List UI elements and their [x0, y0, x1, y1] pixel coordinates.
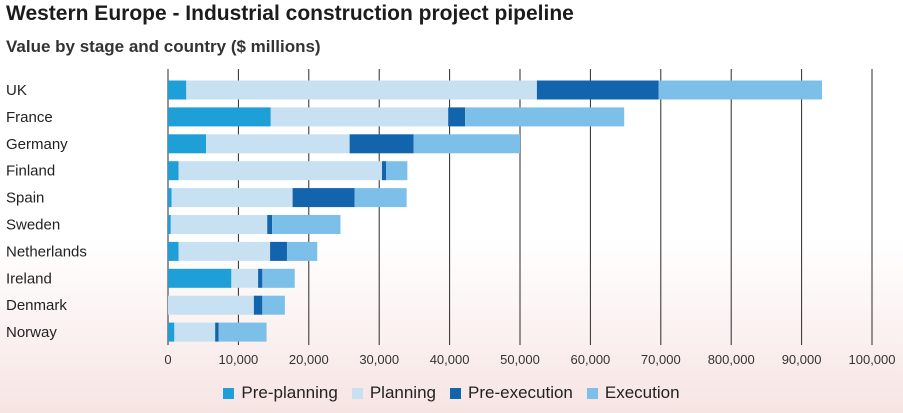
bar-segment: [270, 107, 449, 127]
x-tick-label: 100,000: [849, 352, 896, 367]
bar-segment: [168, 215, 171, 234]
bar-segment: [168, 161, 179, 181]
legend-item: Pre-execution: [450, 383, 573, 403]
bar-segment: [292, 188, 355, 208]
bar-segment: [286, 241, 318, 261]
bar-segment: [206, 134, 350, 154]
bar-segment: [170, 215, 268, 234]
bar-segment: [382, 161, 387, 181]
chart-subtitle: Value by stage and country ($ millions): [6, 37, 321, 56]
bar-segment: [267, 215, 273, 234]
legend: Pre-planning Planning Pre-execution Executi…: [0, 383, 903, 403]
x-tick-label: 0: [164, 352, 171, 367]
bar-segment: [258, 268, 263, 288]
bar-segment: [168, 295, 254, 315]
bar-segment: [215, 322, 219, 342]
bar-segment: [253, 295, 263, 315]
x-tick-label: 40,000: [430, 352, 470, 367]
bar-segment: [168, 241, 179, 261]
bar-segment: [386, 161, 408, 181]
chart-plot: UK France Germany Finland Spain Sweden Netherl…: [6, 69, 896, 367]
bar-segment: [168, 188, 172, 208]
x-tick-label: 30,000: [359, 352, 399, 367]
x-tick-labels: 0 10,000 20,000 30,000 40,000 50,000 60,000 70,…: [164, 352, 895, 367]
bar-segment: [354, 188, 407, 208]
category-label: Ireland: [6, 270, 52, 287]
legend-swatch: [586, 387, 598, 399]
bar-segment: [272, 215, 341, 234]
legend-label: Planning: [369, 383, 436, 402]
bars: [168, 80, 823, 342]
legend-swatch: [351, 387, 363, 399]
bar-segment: [168, 322, 175, 342]
category-label: UK: [6, 82, 27, 99]
category-label: Denmark: [6, 297, 67, 314]
legend-swatch: [223, 387, 235, 399]
category-label: Spain: [6, 190, 44, 207]
bar-segment: [171, 188, 293, 208]
bar-segment: [270, 241, 287, 261]
bar-segment: [465, 107, 625, 127]
category-label: France: [6, 109, 53, 126]
category-label: Netherlands: [6, 243, 87, 260]
bar-segment: [536, 80, 659, 100]
bar-segment: [186, 80, 537, 100]
bar-segment: [168, 107, 271, 127]
x-tick-label: 50,000: [500, 352, 540, 367]
category-label: Finland: [6, 163, 55, 180]
legend-item: Planning: [351, 383, 436, 403]
bar-segment: [349, 134, 414, 154]
bar-segment: [413, 134, 520, 154]
bar-segment: [174, 322, 216, 342]
bar-segment: [168, 134, 207, 154]
x-tick-label: 20,000: [289, 352, 329, 367]
chart-title: Western Europe - Industrial construction…: [6, 2, 574, 25]
x-tick-label: 70,000: [641, 352, 681, 367]
legend-item: Execution: [586, 383, 680, 403]
x-tick-label: 800,000: [708, 352, 755, 367]
legend-label: Execution: [604, 383, 680, 402]
legend-label: Pre-planning: [241, 383, 338, 402]
bar-segment: [178, 161, 383, 181]
bar-segment: [262, 295, 285, 315]
bar-segment: [658, 80, 823, 100]
legend-label: Pre-execution: [468, 383, 573, 402]
bar-segment: [178, 241, 271, 261]
x-tick-label: 10,000: [219, 352, 259, 367]
legend-swatch: [450, 387, 461, 399]
bar-segment: [448, 107, 466, 127]
bar-segment: [168, 80, 187, 100]
bar-segment: [262, 268, 295, 288]
category-labels: UK France Germany Finland Spain Sweden Netherl…: [6, 82, 87, 341]
bar-segment: [218, 322, 267, 342]
bar-segment: [168, 268, 232, 288]
legend-item: Pre-planning: [223, 383, 338, 403]
category-label: Germany: [6, 136, 68, 153]
x-tick-label: 90,000: [782, 352, 822, 367]
bar-segment: [231, 268, 259, 288]
x-tick-label: 60,000: [571, 352, 611, 367]
category-label: Sweden: [6, 217, 60, 234]
category-label: Norway: [6, 324, 57, 341]
